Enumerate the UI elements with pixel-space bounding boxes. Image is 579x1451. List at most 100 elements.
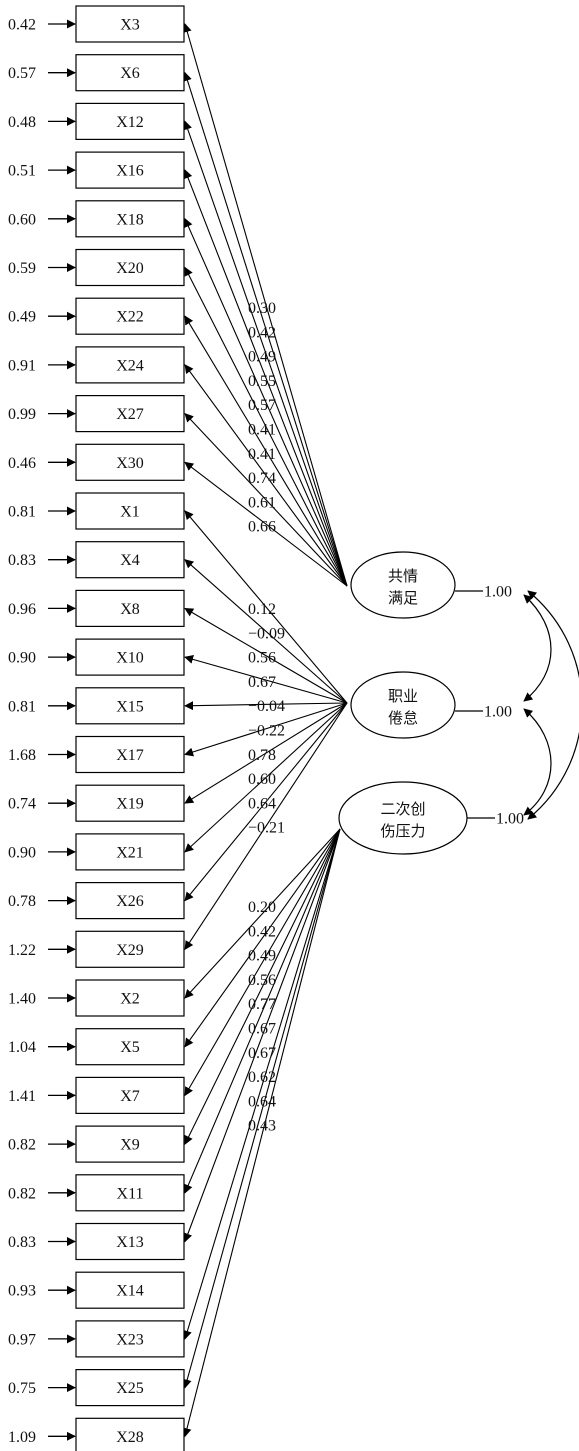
loading-arrow-f1-x30 bbox=[184, 461, 348, 587]
loading-arrow-f3-x13 bbox=[183, 828, 341, 1243]
loading-value-f2-5: −0.04 bbox=[248, 698, 285, 715]
loading-arrow-f2-x19 bbox=[184, 702, 348, 804]
indicator-box-x18 bbox=[75, 200, 185, 238]
loading-arrow-f2-x26 bbox=[184, 702, 348, 902]
factor-variance-f3: 1.00 bbox=[496, 811, 524, 828]
loading-value-f2-8: 0.60 bbox=[248, 771, 276, 788]
factor-covariance-f1-f2 bbox=[523, 594, 552, 702]
loading-arrow-f1-x3 bbox=[182, 23, 348, 587]
loading-arrow-f1-x27 bbox=[184, 412, 348, 587]
loading-arrow-f3-x28 bbox=[182, 828, 341, 1438]
indicator-label-x21: X21 bbox=[116, 844, 144, 861]
loading-arrow-f2-x29 bbox=[184, 702, 348, 951]
indicator-box-x13 bbox=[75, 1222, 185, 1261]
indicator-box-x4 bbox=[75, 541, 185, 579]
latent-factor-label-f1-line1: 共情 bbox=[388, 567, 418, 585]
latent-factor-label-f2-line1: 职业 bbox=[388, 687, 418, 705]
indicator-label-x25: X25 bbox=[116, 1380, 144, 1397]
indicator-box-x9 bbox=[75, 1125, 185, 1163]
loading-value-f2-4: 0.67 bbox=[248, 674, 276, 691]
loading-value-f2-6: −0.22 bbox=[248, 723, 285, 740]
indicator-box-x19 bbox=[75, 784, 185, 822]
loading-value-f2-9: 0.64 bbox=[248, 795, 276, 812]
latent-factor-f1 bbox=[350, 551, 456, 619]
error-variance-x30: 0.46 bbox=[8, 455, 36, 472]
loading-value-f1-8: 0.74 bbox=[248, 470, 276, 487]
loading-value-f3-7: 0.67 bbox=[248, 1045, 276, 1062]
loading-arrow-f2-x21 bbox=[184, 702, 348, 853]
indicator-box-x28 bbox=[75, 1417, 185, 1451]
error-variance-x11: 0.82 bbox=[8, 1185, 36, 1202]
indicator-label-x20: X20 bbox=[116, 260, 144, 277]
loading-value-f3-1: 0.20 bbox=[248, 899, 276, 916]
indicator-box-x8 bbox=[75, 589, 185, 628]
error-variance-x1: 0.81 bbox=[8, 504, 36, 521]
indicator-label-x26: X26 bbox=[116, 893, 144, 910]
error-variance-x24: 0.91 bbox=[8, 357, 36, 374]
indicator-label-x8: X8 bbox=[120, 601, 140, 618]
loading-value-f3-9: 0.64 bbox=[248, 1093, 276, 1110]
indicator-label-x12: X12 bbox=[116, 114, 144, 131]
indicator-box-x3 bbox=[75, 5, 185, 43]
loading-arrow-f3-x2 bbox=[184, 828, 341, 999]
indicator-label-x2: X2 bbox=[120, 991, 140, 1008]
indicator-box-x11 bbox=[75, 1174, 185, 1212]
loading-arrow-f1-x22 bbox=[184, 315, 348, 587]
indicator-box-x20 bbox=[75, 248, 185, 287]
loading-value-f3-5: 0.77 bbox=[248, 996, 276, 1013]
loading-arrow-f1-x18 bbox=[184, 217, 348, 587]
loading-arrow-f3-x9 bbox=[184, 828, 341, 1145]
loading-value-f1-4: 0.55 bbox=[248, 373, 276, 390]
loading-arrow-f3-x23 bbox=[183, 828, 341, 1340]
loading-value-f3-3: 0.49 bbox=[248, 948, 276, 965]
factor-variance-f1: 1.00 bbox=[484, 584, 512, 601]
loading-value-f3-10: 0.43 bbox=[248, 1118, 276, 1135]
indicator-box-x24 bbox=[75, 346, 185, 384]
indicator-box-x22 bbox=[75, 297, 185, 335]
error-variance-x8: 0.96 bbox=[8, 601, 36, 618]
loading-value-f2-10: −0.21 bbox=[248, 820, 285, 837]
error-variance-x9: 0.82 bbox=[8, 1137, 36, 1154]
loading-value-f3-2: 0.42 bbox=[248, 923, 276, 940]
indicator-label-x7: X7 bbox=[120, 1088, 140, 1105]
error-variance-x5: 1.04 bbox=[8, 1039, 36, 1056]
indicator-label-x28: X28 bbox=[116, 1429, 144, 1446]
indicator-label-x1: X1 bbox=[120, 504, 140, 521]
loading-value-f3-8: 0.62 bbox=[248, 1069, 276, 1086]
latent-factor-f3 bbox=[338, 781, 468, 855]
indicator-box-x30 bbox=[75, 443, 185, 481]
error-variance-x6: 0.57 bbox=[8, 65, 36, 82]
error-variance-x25: 0.75 bbox=[8, 1380, 36, 1397]
loading-arrow-f1-x16 bbox=[183, 169, 348, 587]
error-variance-x27: 0.99 bbox=[8, 406, 36, 423]
loading-arrow-f2-x10 bbox=[184, 654, 348, 704]
error-variance-x22: 0.49 bbox=[8, 309, 36, 326]
factor-variance-f2: 1.00 bbox=[484, 704, 512, 721]
indicator-label-x23: X23 bbox=[116, 1331, 144, 1348]
indicator-box-x27 bbox=[75, 395, 185, 433]
error-variance-x17: 1.68 bbox=[8, 747, 36, 764]
error-variance-x16: 0.51 bbox=[8, 163, 36, 180]
error-variance-x10: 0.90 bbox=[8, 650, 36, 667]
indicator-box-x12 bbox=[75, 102, 185, 141]
loading-arrow-f2-x15 bbox=[184, 701, 348, 711]
loading-arrow-f1-x20 bbox=[184, 266, 348, 587]
indicator-label-x19: X19 bbox=[116, 796, 144, 813]
indicator-label-x24: X24 bbox=[116, 357, 144, 374]
error-variance-x13: 0.83 bbox=[8, 1234, 36, 1251]
loading-value-f1-10: 0.66 bbox=[248, 519, 276, 536]
latent-factor-label-f3-line2: 伤压力 bbox=[380, 822, 425, 840]
indicator-box-x6 bbox=[75, 54, 185, 92]
latent-factor-label-f3-line1: 二次创 bbox=[380, 800, 425, 818]
loading-arrow-f3-x11 bbox=[184, 828, 341, 1194]
loading-value-f3-6: 0.67 bbox=[248, 1021, 276, 1038]
indicator-label-x10: X10 bbox=[116, 650, 144, 667]
indicator-label-x9: X9 bbox=[120, 1137, 140, 1154]
indicator-box-x15 bbox=[75, 687, 185, 725]
error-variance-x18: 0.60 bbox=[8, 211, 36, 228]
loading-arrow-f1-x6 bbox=[183, 71, 348, 587]
indicator-label-x29: X29 bbox=[116, 942, 144, 959]
indicator-label-x18: X18 bbox=[116, 211, 144, 228]
